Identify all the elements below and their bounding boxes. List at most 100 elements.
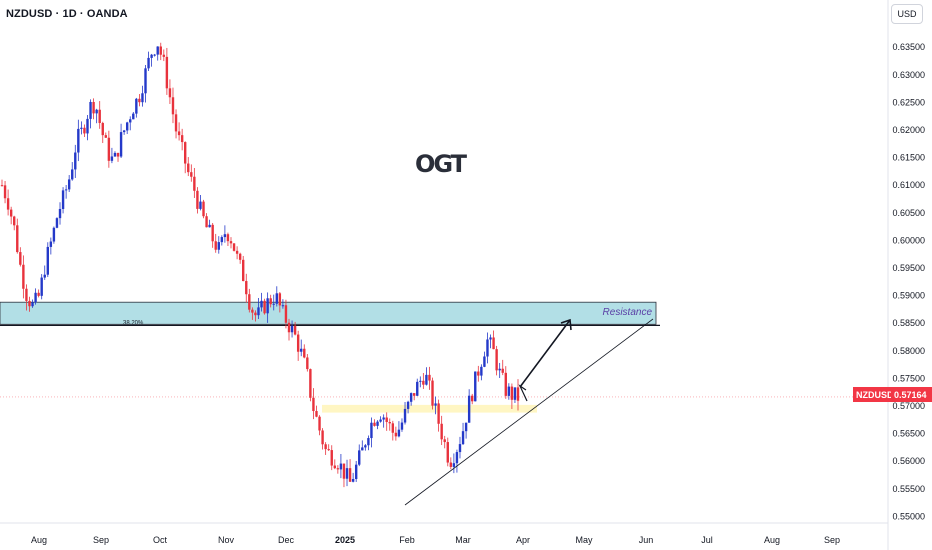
candle-body (174, 114, 178, 132)
currency-button[interactable]: USD (891, 4, 923, 24)
candle-body (452, 463, 456, 467)
candle-body (290, 325, 294, 333)
candle-body (489, 337, 492, 340)
candle-body (129, 119, 132, 123)
candle-body (83, 127, 86, 134)
x-tick-label: Jul (701, 535, 713, 545)
candle-body (501, 368, 504, 373)
candle-body (345, 468, 349, 479)
y-tick-label: 0.56000 (892, 456, 925, 466)
candle-body (242, 259, 245, 282)
candle-body (58, 208, 62, 219)
candle-body (199, 201, 202, 209)
x-tick-label: Feb (399, 535, 415, 545)
candle-body (19, 252, 22, 265)
candle-body (0, 185, 4, 187)
candle-body (159, 46, 162, 55)
candle-body (458, 444, 462, 453)
candle-body (324, 444, 327, 450)
y-tick-label: 0.58500 (892, 318, 925, 328)
candle-body (168, 88, 172, 98)
candle-body (37, 292, 40, 296)
candle-body (385, 417, 388, 423)
candle-body (388, 422, 391, 424)
candle-body (400, 422, 404, 430)
candle-body (382, 417, 385, 420)
candle-body (397, 429, 401, 437)
candle-body (513, 387, 517, 400)
x-tick-label: Dec (278, 535, 295, 545)
candle-body (101, 122, 104, 136)
candle-body (278, 293, 282, 306)
x-tick-label: Mar (455, 535, 471, 545)
y-tick-label: 0.55500 (892, 484, 925, 494)
y-tick-label: 0.55000 (892, 511, 925, 521)
candle-body (6, 198, 10, 210)
candle-body (281, 305, 285, 307)
candle-body (177, 131, 181, 136)
candle-body (495, 349, 498, 371)
x-tick-label: Nov (218, 535, 235, 545)
candle-body (275, 293, 278, 304)
candle-body (95, 109, 98, 114)
candle-body (40, 277, 43, 296)
candle-body (110, 156, 114, 161)
candle-body (156, 46, 159, 55)
candle-body (208, 224, 211, 228)
candle-body (61, 190, 65, 209)
candle-body (296, 334, 300, 352)
candle-body (13, 216, 16, 226)
y-tick-label: 0.62000 (892, 125, 925, 135)
candle-body (55, 218, 59, 228)
down-arrow-head (518, 384, 528, 402)
candle-body (373, 422, 376, 426)
x-tick-label: Apr (516, 535, 530, 545)
candle-body (461, 431, 465, 445)
y-tick-label: 0.63500 (892, 42, 925, 52)
y-tick-label: 0.59500 (892, 263, 925, 273)
candle-body (409, 393, 413, 402)
candle-body (248, 294, 251, 310)
candle-body (303, 348, 306, 358)
candle-body (125, 122, 129, 131)
candle-body (358, 450, 361, 465)
candle-body (193, 176, 196, 191)
candle-body (86, 118, 89, 134)
candle-body (321, 430, 324, 445)
candle-body (77, 128, 80, 153)
candle-body (141, 93, 144, 103)
candle-body (3, 185, 7, 199)
candle-body (394, 432, 398, 437)
price-badge-value: 0.57164 (891, 387, 932, 402)
candle-body (260, 300, 263, 308)
candle-body (214, 241, 217, 250)
candle-body (220, 237, 224, 243)
candle-body (437, 403, 440, 424)
candle-body (49, 241, 53, 247)
candle-body (477, 371, 480, 376)
candle-body (16, 225, 19, 253)
candle-body (293, 325, 297, 335)
candle-body (376, 421, 379, 426)
candle-body (113, 152, 117, 157)
y-tick-label: 0.61500 (892, 153, 925, 163)
candle-body (403, 408, 407, 423)
candle-body (92, 101, 95, 114)
x-tick-label: Oct (153, 535, 168, 545)
candle-body (474, 371, 477, 402)
candle-body (263, 300, 266, 314)
watermark-logo: OGT (415, 150, 467, 178)
x-tick-label: Sep (824, 535, 840, 545)
candle-body (428, 374, 431, 381)
candle-body (486, 339, 489, 357)
symbol-title: NZDUSD · 1D · OANDA (6, 8, 128, 20)
candle-body (46, 246, 49, 275)
y-tick-label: 0.61000 (892, 180, 925, 190)
candle-body (190, 172, 193, 177)
fib-level-label: 38.20% (123, 320, 144, 326)
candle-body (89, 101, 92, 119)
candle-body (119, 132, 123, 157)
candle-body (232, 243, 236, 251)
projection-arrow-head (560, 318, 572, 331)
